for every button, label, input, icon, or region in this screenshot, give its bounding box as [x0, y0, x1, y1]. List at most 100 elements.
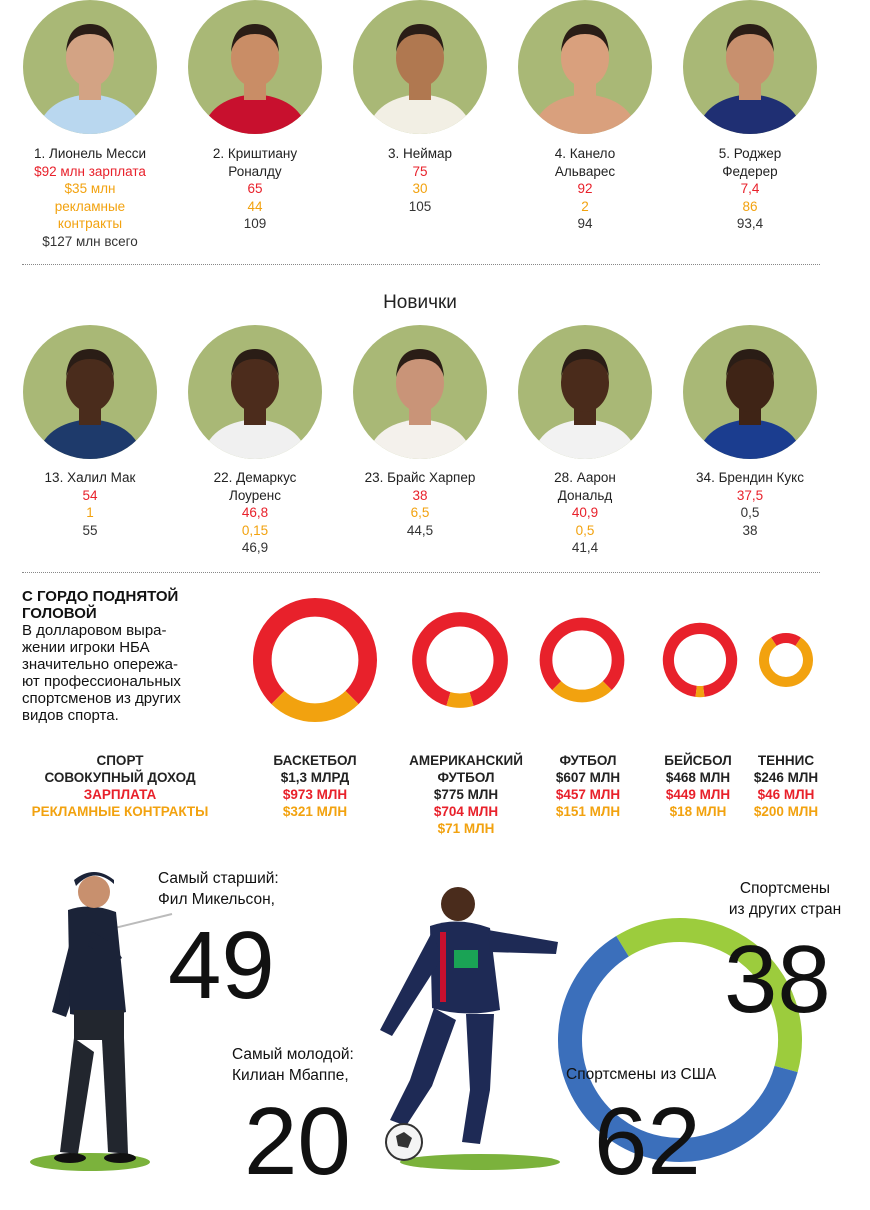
newcomer-photo-image: [532, 349, 638, 459]
sport-ring: [662, 622, 738, 698]
sport-name: футбол: [437, 770, 495, 785]
player-total: 109: [243, 216, 267, 231]
sport-column: Теннис $246 млн $46 млн $200 млн: [741, 752, 831, 820]
sport-column: Бейсбол $468 млн $449 млн $18 млн: [653, 752, 743, 820]
endorsements-arc: [759, 637, 813, 687]
player-name-line: 5. Роджер: [718, 146, 782, 161]
legend-salary: Зарплата: [83, 787, 157, 802]
foreign-label-line-1: Спортсмены: [739, 880, 831, 897]
section-desc-line-3: значительно опережа-: [22, 656, 178, 673]
player-endorsements: 2: [581, 198, 589, 214]
player-name-line: 3. Неймар: [387, 146, 453, 161]
sport-total: $468 млн: [665, 770, 731, 785]
newcomer-photo: [518, 325, 652, 459]
player-salary: 75: [412, 163, 428, 179]
player-stats: 2. Криштиану Роналду 65 44 109: [170, 145, 340, 233]
newcomer-name-line: Лоуренс: [228, 487, 282, 503]
newcomer-salary: 46,8: [241, 505, 269, 520]
sport-salary: $704 млн: [433, 804, 499, 819]
usa-value: 62: [594, 1088, 701, 1195]
newcomer-endorsements: 1: [86, 505, 94, 520]
newcomer-stats: 34. Брендин Кукс 37,5 0,5 38: [665, 469, 835, 539]
section-desc-line-5: спортсменов из других: [22, 690, 181, 707]
player-photo-image: [202, 24, 308, 134]
newcomer-photo-image: [202, 349, 308, 459]
salary-arc: [253, 598, 377, 705]
player-endorsements: 44: [247, 198, 263, 214]
sport-column: Баскетбол $1,3 млрд $973 млн $321 млн: [260, 752, 370, 820]
newcomer-photo-image: [367, 349, 473, 459]
player-stats: 3. Неймар 75 30 105: [335, 145, 505, 215]
usa-athletes-arc: [558, 936, 798, 1162]
player-name-line: Альварес: [554, 163, 616, 179]
player-salary: 7,4: [740, 181, 760, 196]
player-salary: 92: [577, 181, 593, 196]
player-stats: 5. Роджер Федерер 7,4 86 93,4: [665, 145, 835, 233]
divider: [22, 572, 820, 573]
newcomer-name-line: 28. Аарон: [554, 470, 616, 485]
sport-salary: $973 млн: [282, 787, 348, 802]
player-stats: 1. Лионель Месси $92 млн зарплата $35 млн р…: [5, 145, 175, 250]
sport-total: $607 млн: [555, 770, 621, 785]
sport-salary: $449 млн: [665, 787, 731, 802]
sport-name: Теннис: [757, 753, 815, 768]
newcomer-name-line: Дональд: [557, 487, 613, 503]
player-name-line: 4. Канело: [554, 146, 616, 161]
golfer-photo: [30, 872, 173, 1171]
newcomer-name-line: 22. Демаркус: [213, 470, 297, 485]
sport-total: $1,3 млрд: [280, 770, 350, 785]
newcomer-stats: 13. Халил Мак 54 1 55: [5, 469, 175, 539]
oldest-age: 49: [168, 912, 275, 1019]
player-photo: [23, 0, 157, 134]
player-stats: 4. Канело Альварес 92 2 94: [500, 145, 670, 233]
player-endorsements: $35 млн: [64, 181, 116, 196]
sport-endorsements: $200 млн: [753, 804, 819, 819]
youngest-caption-line-2: Килиан Мбаппе,: [232, 1067, 349, 1084]
player-endorsements: 30: [412, 181, 428, 196]
endorsements-arc: [446, 692, 474, 708]
newcomer-stats: 28. Аарон Дональд 40,9 0,5 41,4: [500, 469, 670, 557]
newcomer-total: 46,9: [241, 540, 269, 555]
sport-total: $246 млн: [753, 770, 819, 785]
player-photo: [518, 0, 652, 134]
player-name-line: Федерер: [722, 163, 778, 179]
newcomer-total: 41,4: [571, 540, 599, 555]
newcomer-photo: [23, 325, 157, 459]
sport-name: Баскетбол: [273, 753, 357, 768]
youngest-caption-line-1: Самый молодой:: [232, 1046, 354, 1063]
newcomer-salary: 38: [412, 487, 428, 503]
sport-name: Бейсбол: [664, 753, 732, 768]
footballer-photo: [380, 887, 560, 1170]
foreign-label: Спортсмены из других стран: [700, 878, 870, 920]
foreign-label-line-2: из других стран: [728, 901, 842, 918]
player-endorsements: рекламные: [54, 198, 126, 214]
section-title-line-2: ГОЛОВОЙ: [22, 605, 97, 622]
newcomer-endorsements: 0,5: [575, 522, 595, 538]
newcomers-title: Новички: [383, 292, 457, 313]
sport-endorsements: $71 млн: [437, 821, 495, 836]
newcomer-name-line: 23. Брайс Харпер: [364, 470, 476, 485]
newcomer-photo: [353, 325, 487, 459]
player-total: $127 млн всего: [42, 233, 138, 249]
sport-salary: $457 млн: [555, 787, 621, 802]
sport-endorsements: $321 млн: [282, 804, 348, 819]
section-title-line-1: С ГОРДО ПОДНЯТОЙ: [22, 588, 179, 605]
player-total: 94: [577, 216, 593, 231]
newcomer-photo: [683, 325, 817, 459]
sport-endorsements: $151 млн: [555, 804, 621, 819]
sport-salary: $46 млн: [757, 787, 815, 802]
player-salary: 65: [247, 181, 263, 196]
sport-name: Футбол: [559, 753, 617, 768]
oldest-caption-line-1: Самый старший:: [158, 870, 279, 887]
newcomer-endorsements: 0,5: [740, 505, 760, 520]
newcomer-endorsements: 0,15: [241, 522, 269, 538]
sport-income-rings-chart: [253, 598, 813, 722]
player-endorsements: 86: [742, 198, 758, 214]
player-photo: [683, 0, 817, 134]
newcomer-salary: 40,9: [571, 505, 599, 520]
newcomer-stats: 23. Брайс Харпер 38 6,5 44,5: [335, 469, 505, 539]
newcomer-endorsements: 6,5: [410, 505, 430, 520]
oldest-caption-line-2: Фил Микельсон,: [158, 891, 275, 908]
section-desc-line-1: В долларовом выра-: [22, 622, 167, 639]
sport-column: Американский футбол $775 млн $704 млн $71 мл…: [396, 752, 536, 837]
